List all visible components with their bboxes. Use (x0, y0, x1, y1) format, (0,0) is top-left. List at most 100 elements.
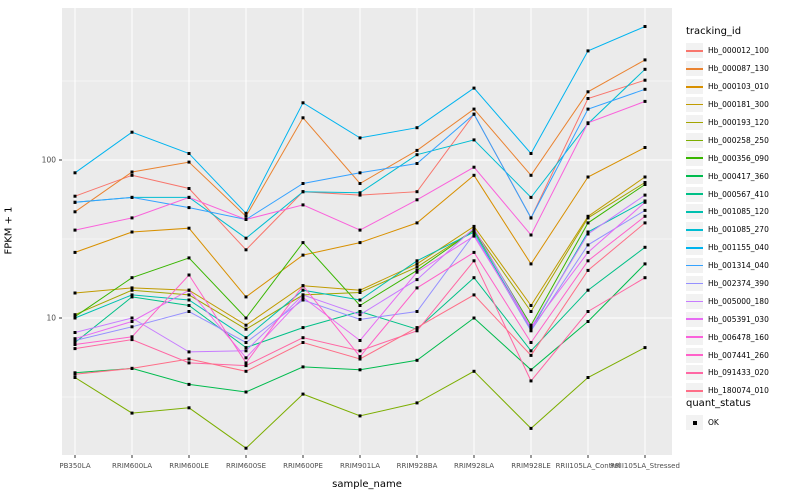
data-point (301, 336, 305, 340)
legend-label: Hb_091433_020 (708, 368, 769, 378)
data-point (244, 218, 248, 221)
data-point (472, 276, 476, 280)
legend-key-color-line (686, 264, 703, 267)
panel-background (62, 8, 672, 455)
data-point (73, 194, 77, 198)
legend-quant-status: quant_status OK (686, 398, 798, 432)
data-point (73, 228, 77, 232)
legend-key-line-icon (686, 132, 703, 148)
data-point (472, 234, 476, 238)
data-point (301, 341, 305, 344)
legend-entry-Hb_000193_120: Hb_000193_120 (686, 114, 798, 132)
data-point (358, 182, 362, 185)
legend-entry-Hb_001085_270: Hb_001085_270 (686, 221, 798, 239)
data-point (472, 259, 476, 263)
data-point (187, 206, 191, 210)
legend-entry-Hb_000356_090: Hb_000356_090 (686, 149, 798, 167)
data-point (130, 411, 134, 415)
legend-key-square (692, 420, 697, 425)
data-point (244, 390, 248, 394)
data-point (643, 276, 647, 280)
legend-key-color-line (686, 318, 703, 321)
data-point (130, 173, 134, 177)
data-point (643, 262, 647, 266)
legend-key-color-line (686, 336, 703, 338)
legend-label: OK (708, 418, 719, 428)
data-point (358, 304, 362, 307)
data-point (301, 241, 305, 245)
data-point (187, 310, 191, 313)
data-point (244, 211, 248, 215)
data-point (529, 304, 533, 307)
legend-label: Hb_001085_120 (708, 207, 769, 217)
data-point (244, 327, 248, 331)
data-point (187, 195, 191, 199)
data-point (529, 379, 533, 383)
data-point (643, 87, 647, 91)
data-point (643, 175, 647, 179)
x-tick-label: PB350LA (59, 462, 90, 470)
data-point (472, 316, 476, 320)
data-point (130, 293, 134, 297)
data-point (529, 310, 533, 313)
data-point (586, 221, 590, 225)
data-point (244, 361, 248, 365)
data-point (130, 286, 134, 290)
data-point (244, 248, 248, 252)
legend-label: Hb_007441_260 (708, 350, 769, 360)
legend-key-line-icon (686, 97, 703, 113)
data-point (586, 175, 590, 179)
data-point (358, 368, 362, 372)
data-point (586, 232, 590, 236)
data-point (130, 325, 134, 329)
legend-entry-Hb_007441_260: Hb_007441_260 (686, 346, 798, 364)
data-point (187, 273, 191, 277)
data-point (358, 357, 362, 361)
data-point (586, 107, 590, 111)
legend-key-line-icon (686, 311, 703, 327)
data-point (130, 230, 134, 234)
data-point (529, 262, 533, 266)
data-point (472, 232, 476, 236)
legend-key-color-line (686, 211, 703, 213)
data-point (586, 230, 590, 234)
data-point (358, 288, 362, 292)
legend-key-color-line (686, 175, 703, 177)
data-point (244, 369, 248, 373)
data-point (130, 195, 134, 199)
data-point (187, 256, 191, 260)
data-point (187, 406, 191, 410)
data-point (187, 152, 191, 155)
data-point (358, 136, 362, 140)
legend-key-line-icon (686, 347, 703, 363)
data-point (301, 253, 305, 257)
data-point (301, 101, 305, 105)
legend-label: Hb_001085_270 (708, 225, 769, 235)
legend-label: Hb_000103_010 (708, 82, 769, 92)
legend-entry-Hb_001314_040: Hb_001314_040 (686, 257, 798, 275)
legend-key-line-icon (686, 276, 703, 292)
data-point (301, 293, 305, 297)
data-point (301, 392, 305, 396)
data-point (358, 291, 362, 294)
data-point (529, 329, 533, 333)
legend-key-line-icon (686, 258, 703, 274)
legend-key-line-icon (686, 61, 703, 77)
legend-entry-Hb_000567_410: Hb_000567_410 (686, 185, 798, 203)
data-point (586, 243, 590, 247)
data-point (244, 349, 248, 353)
x-tick-label: RRIM600PE (283, 462, 323, 470)
x-tick-label: RRII105LA_Control (556, 462, 621, 470)
black-square-point-icon (686, 415, 703, 431)
data-point (643, 181, 647, 184)
data-point (301, 365, 305, 369)
y-axis-title: FPKM + 1 (3, 206, 15, 255)
data-point (130, 216, 134, 220)
data-point (187, 160, 191, 164)
data-point (415, 221, 419, 225)
data-point (586, 216, 590, 220)
data-point (472, 165, 476, 169)
legend-key-color-line (686, 193, 703, 195)
data-point (643, 78, 647, 82)
